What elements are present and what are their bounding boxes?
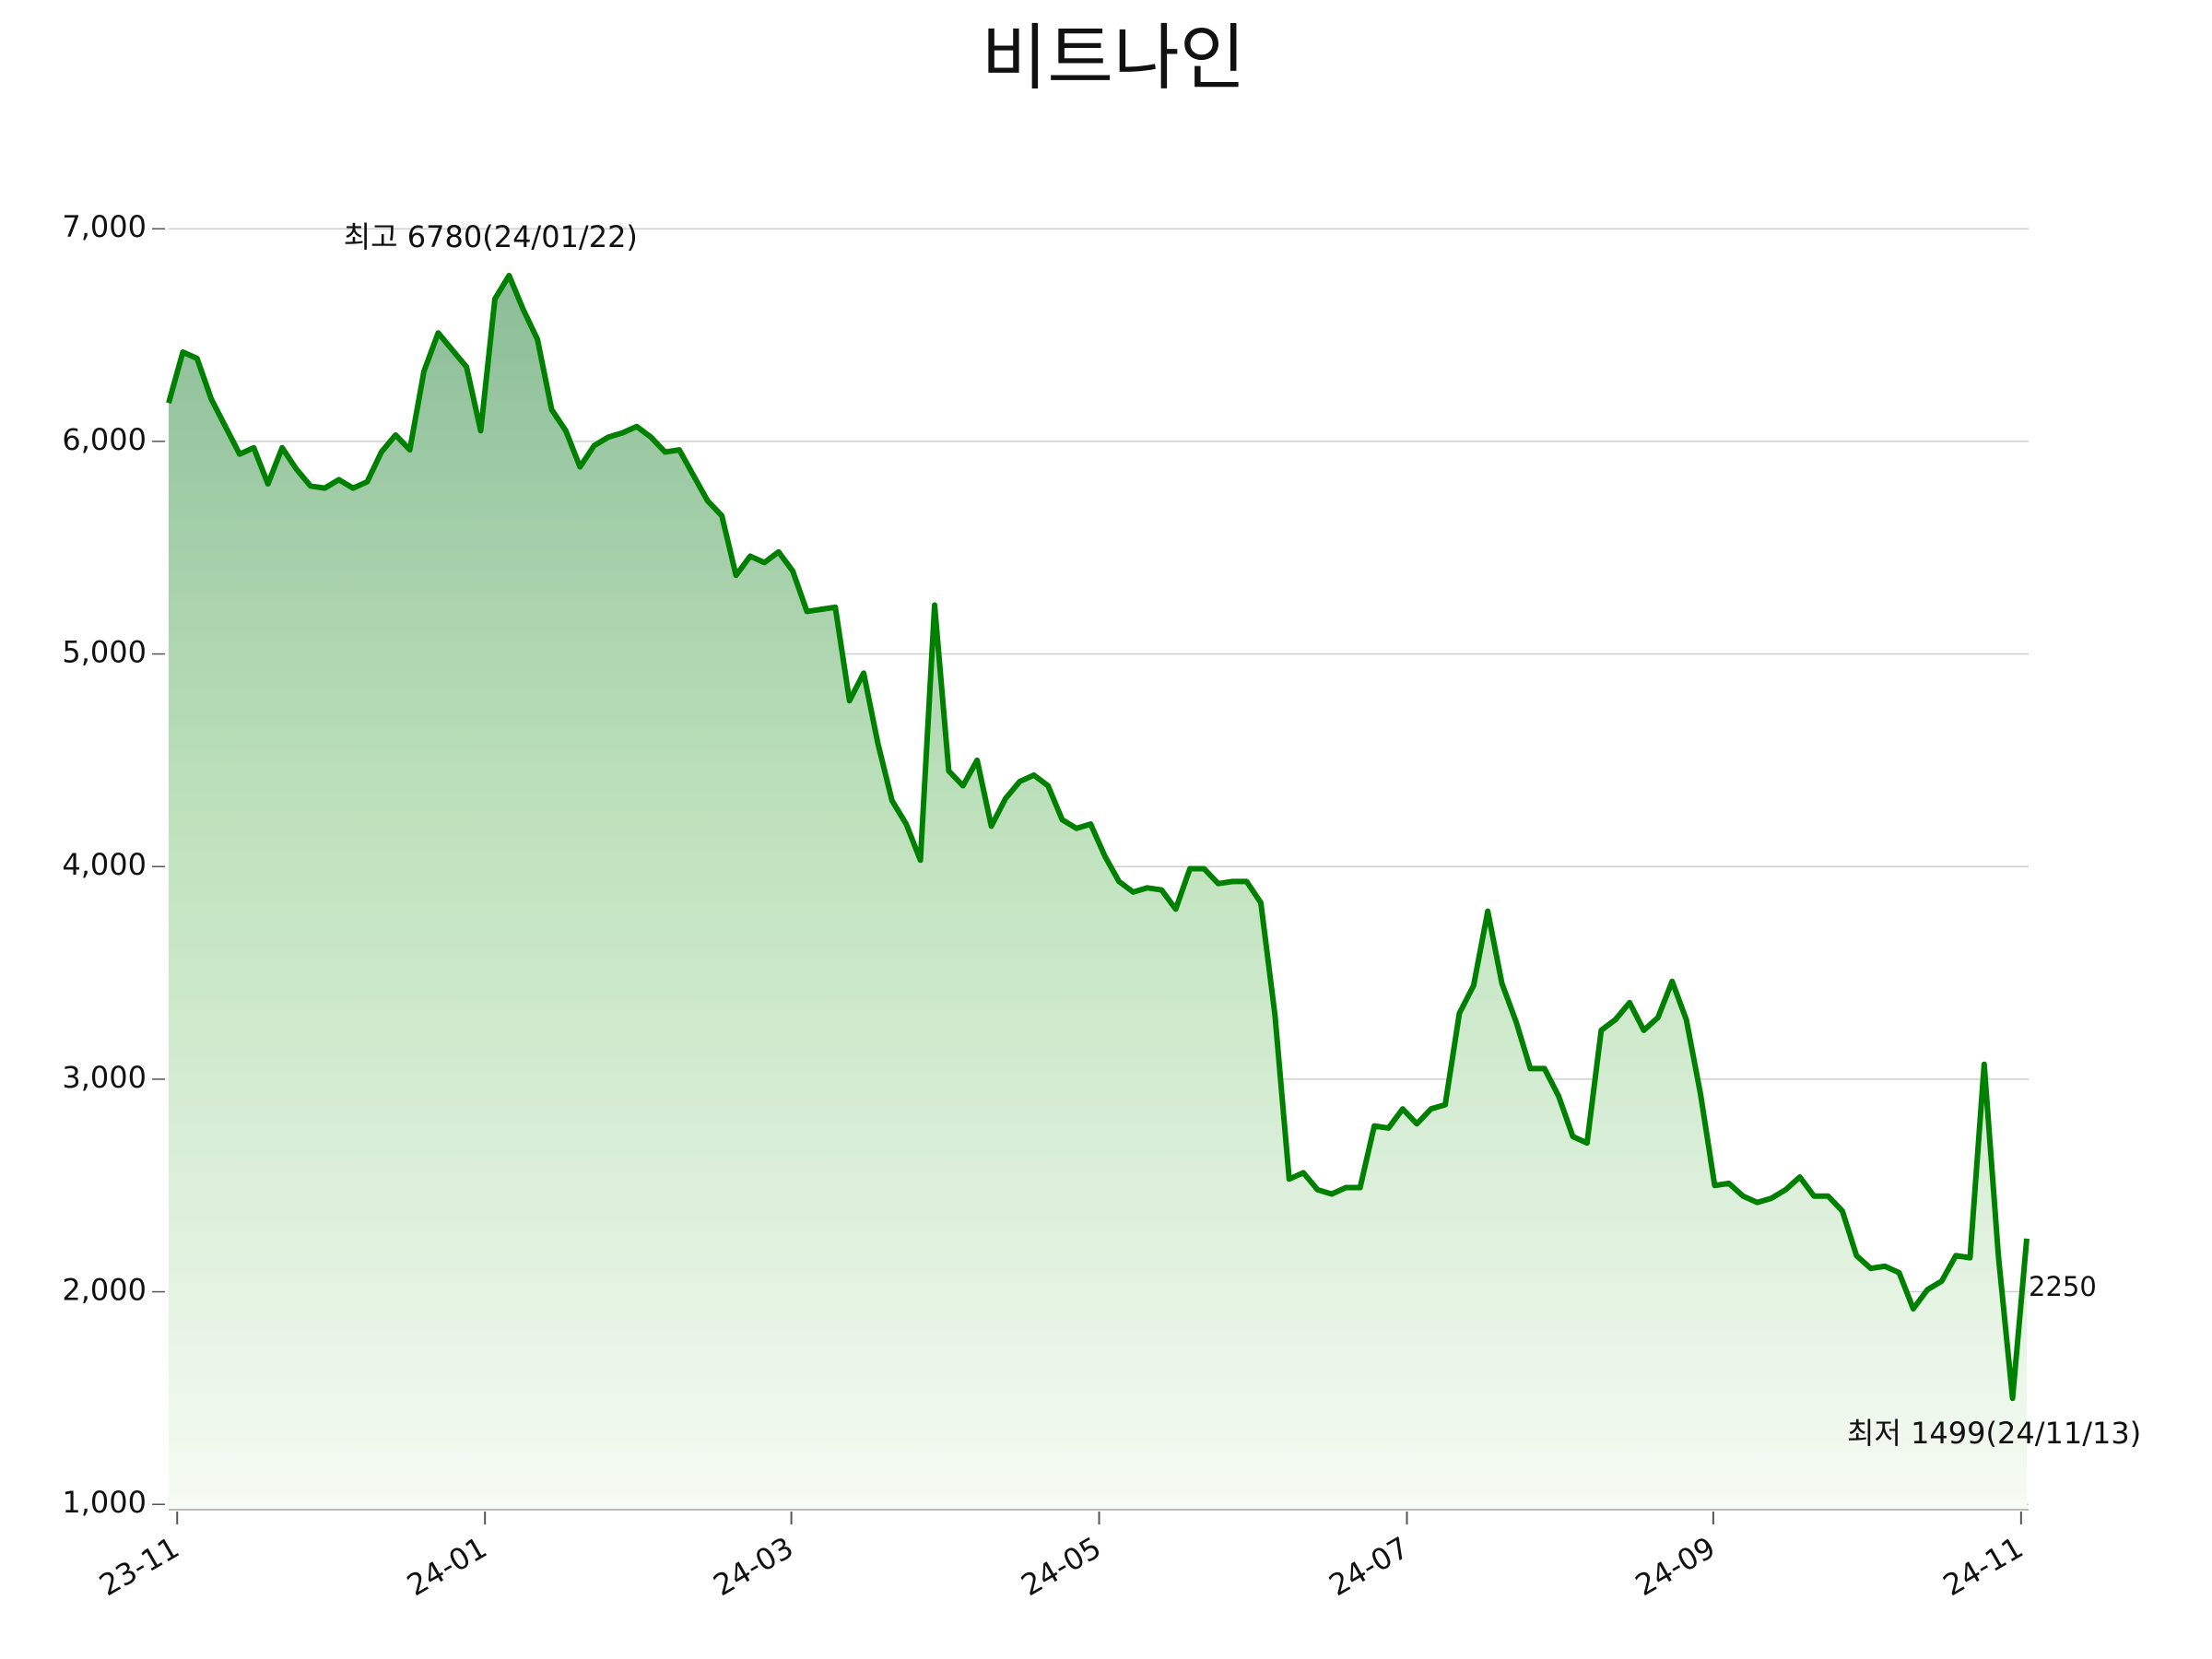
y-tick-label: 2,000	[62, 1273, 147, 1308]
y-tick-label: 1,000	[62, 1485, 147, 1520]
price-line	[166, 272, 2030, 1402]
x-tick-label: 24-01	[401, 1530, 493, 1603]
high-annotation: 최고 6780(24/01/22)	[344, 219, 638, 254]
y-tick-label: 7,000	[62, 209, 147, 244]
y-tick-label: 3,000	[62, 1060, 147, 1095]
low-annotation: 최저 1499(24/11/13)	[1847, 1416, 2141, 1451]
x-tick-label: 24-03	[708, 1530, 800, 1603]
x-tick-label: 24-05	[1016, 1530, 1108, 1603]
area-fill	[169, 275, 2027, 1510]
y-tick-label: 6,000	[62, 422, 147, 457]
x-tick-label: 24-07	[1323, 1530, 1415, 1603]
chart-title: 비트나인	[981, 17, 1245, 100]
last-annotation: 2250	[2029, 1271, 2097, 1302]
x-tick-label: 24-09	[1630, 1530, 1722, 1603]
x-tick-label: 23-11	[93, 1530, 185, 1603]
y-tick-label: 5,000	[62, 635, 147, 670]
x-tick-label: 24-11	[1937, 1530, 2030, 1603]
y-tick-label: 4,000	[62, 847, 147, 882]
